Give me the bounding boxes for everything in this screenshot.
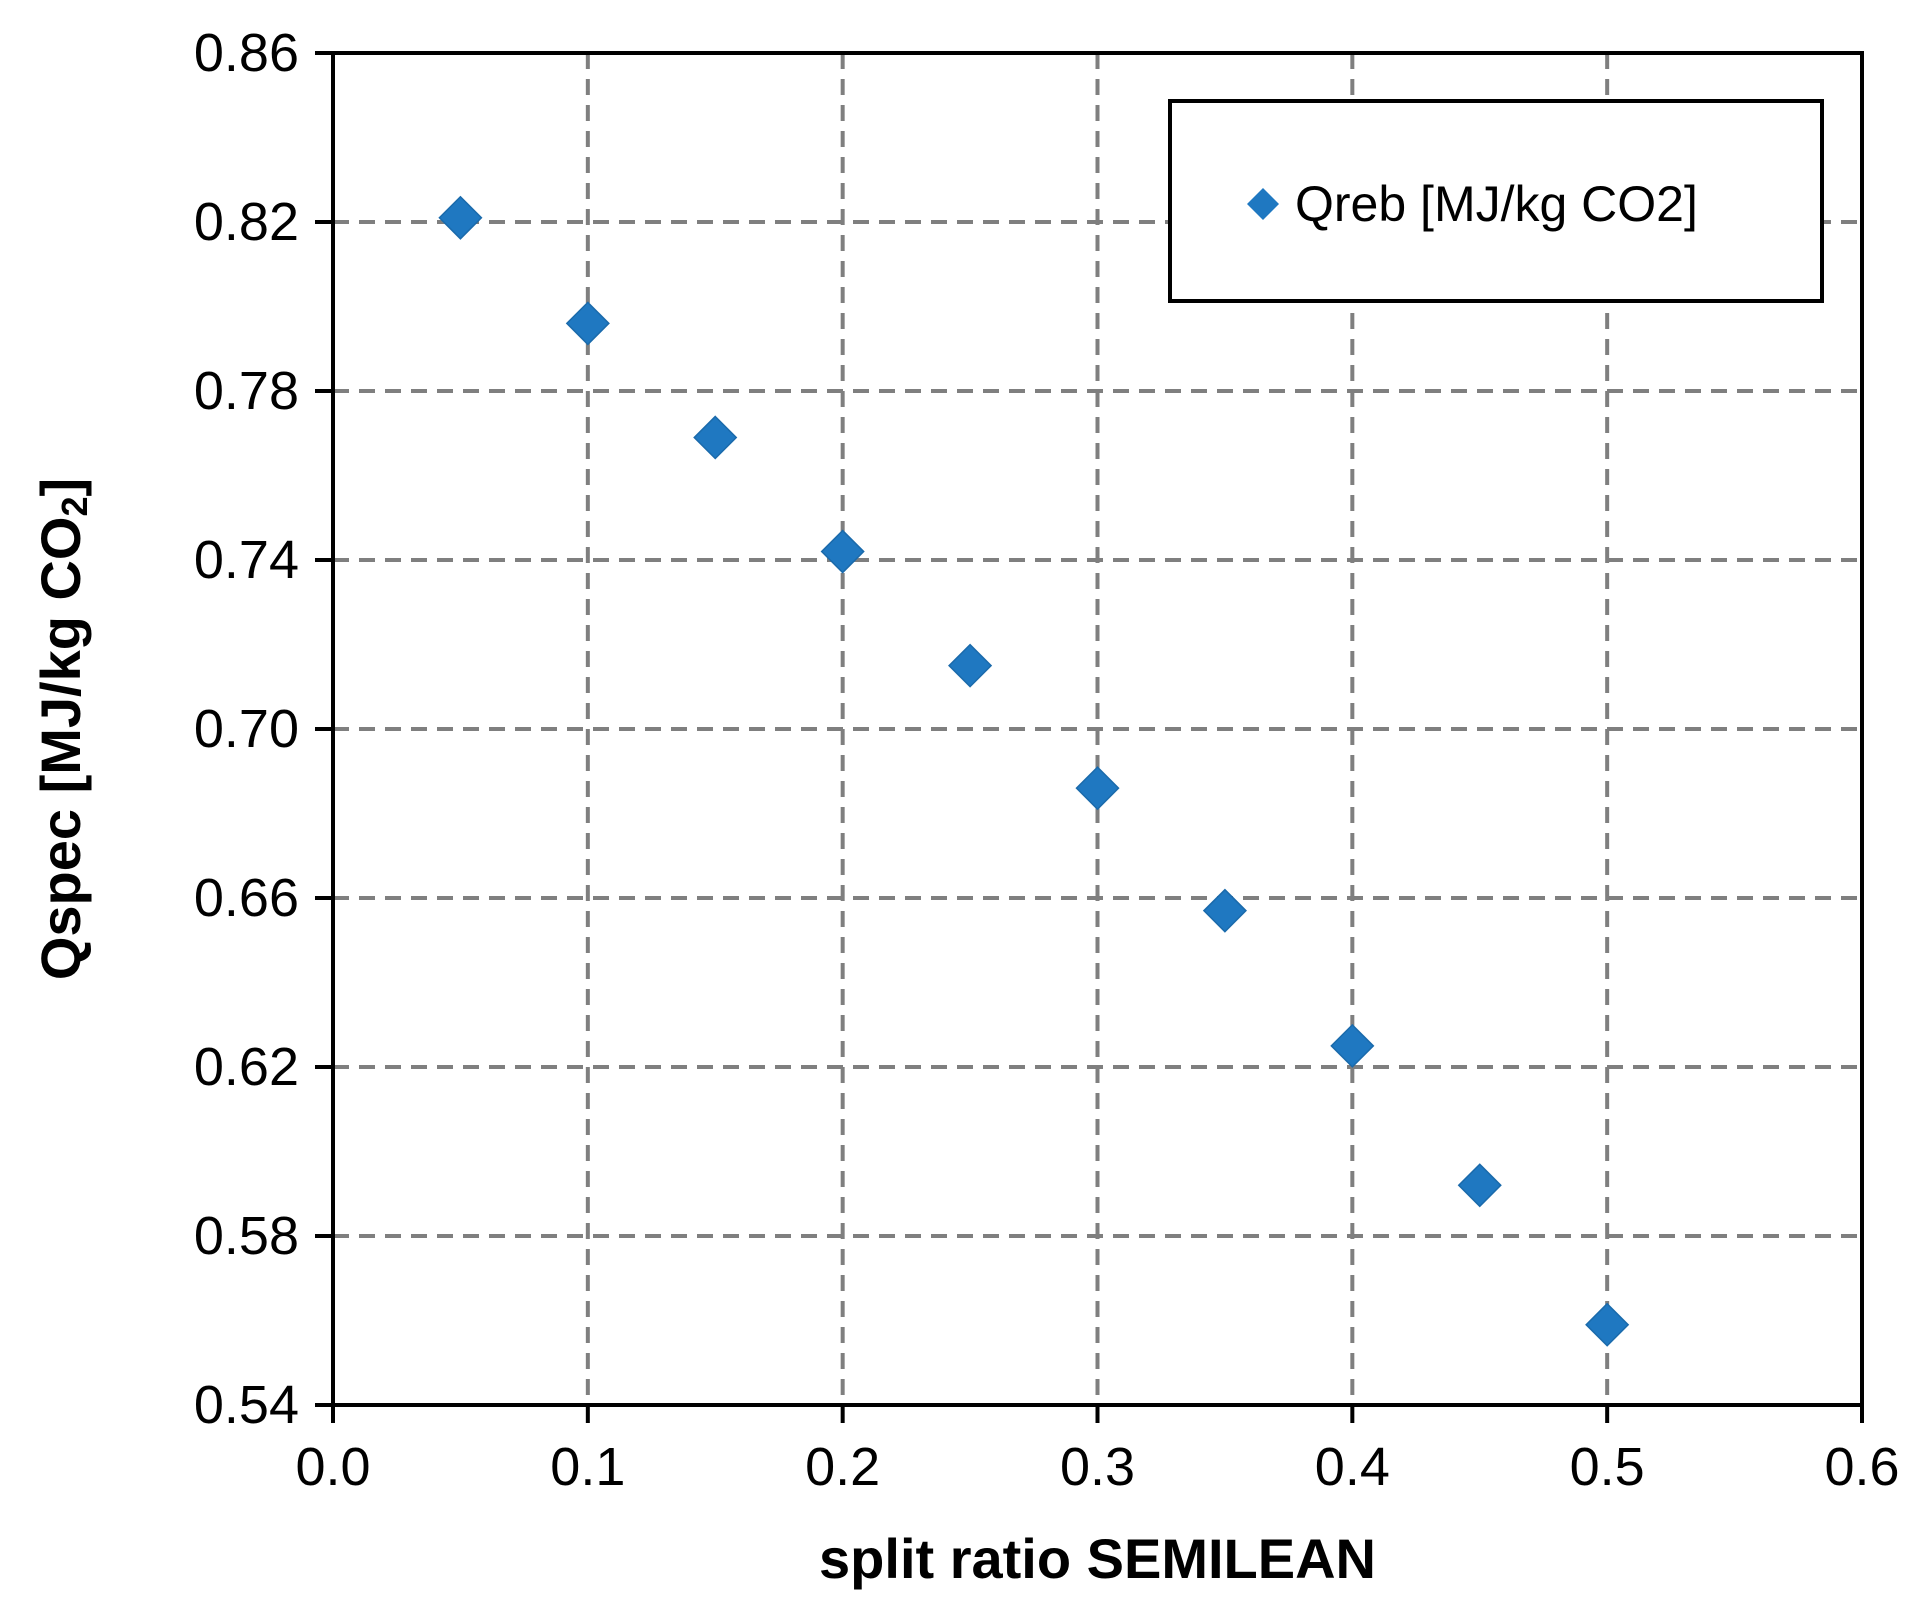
y-tick-labels: 0.54 0.58 0.62 0.66 0.70 0.74 0.78 0.82 0.86 (194, 23, 299, 1435)
data-point-0-7 (1330, 1023, 1375, 1068)
x-tick-label-4: 0.4 (1315, 1437, 1390, 1497)
x-tick-labels: 0.0 0.1 0.2 0.3 0.4 0.5 0.6 (295, 1437, 1899, 1497)
y-tick-label-3: 0.66 (194, 868, 299, 928)
data-point-0-0 (438, 195, 483, 240)
legend-box (1168, 99, 1824, 303)
x-tick-label-6: 0.6 (1824, 1437, 1899, 1497)
y-axis-title: Qspec [MJ/kg CO2] (29, 478, 95, 980)
grid-lines (333, 53, 1862, 1405)
x-tick-label-2: 0.2 (805, 1437, 880, 1497)
y-tick-label-2: 0.62 (194, 1037, 299, 1097)
y-tick-label-0: 0.54 (194, 1375, 299, 1435)
data-point-0-2 (693, 415, 738, 460)
data-point-0-6 (1202, 888, 1247, 933)
data-point-0-1 (565, 301, 610, 346)
x-tick-label-0: 0.0 (295, 1437, 370, 1497)
legend: Qreb [MJ/kg CO2] (1168, 99, 1824, 303)
legend-diamond-marker (1247, 188, 1279, 220)
y-axis-title-main: Qspec [MJ/kg CO (29, 517, 92, 981)
x-tick-label-5: 0.5 (1570, 1437, 1645, 1497)
x-tick-label-1: 0.1 (550, 1437, 625, 1497)
y-tick-label-7: 0.82 (194, 192, 299, 252)
data-point-0-9 (1585, 1302, 1630, 1347)
data-point-0-3 (820, 529, 865, 574)
y-axis-title-subscript: 2 (54, 496, 95, 516)
y-axis-title-suffix: ] (29, 478, 92, 497)
x-tick-label-3: 0.3 (1060, 1437, 1135, 1497)
legend-entry-label: Qreb [MJ/kg CO2] (1295, 176, 1698, 232)
data-point-0-5 (1075, 766, 1120, 811)
y-tick-label-5: 0.74 (194, 530, 299, 590)
data-point-0-4 (948, 643, 993, 688)
y-tick-label-1: 0.58 (194, 1206, 299, 1266)
data-point-0-8 (1457, 1163, 1502, 1208)
y-tick-label-8: 0.86 (194, 23, 299, 83)
y-tick-label-4: 0.70 (194, 699, 299, 759)
axis-ticks (315, 51, 1864, 1423)
data-points (438, 195, 1630, 1347)
x-axis-title: split ratio SEMILEAN (819, 1527, 1376, 1590)
y-tick-label-6: 0.78 (194, 361, 299, 421)
